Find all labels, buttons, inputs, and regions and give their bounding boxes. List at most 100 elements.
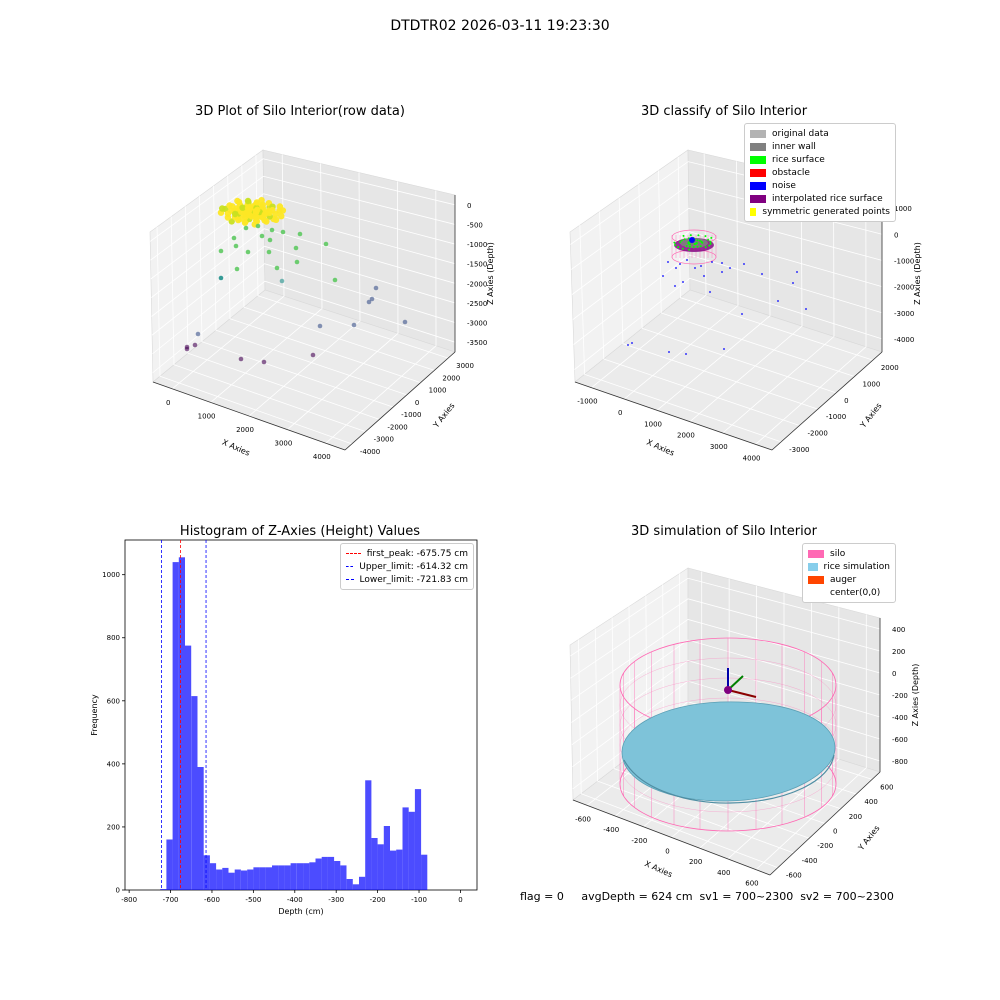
histogram-bar bbox=[296, 863, 304, 890]
y-tick-label: 400 bbox=[864, 798, 877, 806]
histogram-bar bbox=[365, 780, 372, 890]
z-grid-line bbox=[150, 193, 456, 280]
x-axis-label: Depth (cm) bbox=[278, 907, 323, 916]
legend-label: inner wall bbox=[772, 141, 816, 152]
x-tick-label: 1000 bbox=[198, 412, 216, 420]
rice-surface-cluster bbox=[217, 197, 287, 228]
data-point bbox=[721, 262, 723, 264]
y-tick-label: 2000 bbox=[442, 374, 460, 382]
z-tick-label: -600 bbox=[892, 736, 908, 744]
legend-swatch bbox=[750, 207, 757, 216]
panel-2-title: 3D classify of Silo Interior bbox=[640, 104, 808, 119]
data-point bbox=[707, 238, 710, 241]
data-point bbox=[234, 266, 240, 272]
y-tick-label: -1000 bbox=[826, 413, 846, 421]
data-point bbox=[310, 352, 316, 358]
data-point bbox=[792, 282, 794, 284]
data-point bbox=[253, 199, 260, 206]
y-grid-line bbox=[658, 170, 855, 377]
legend-swatch bbox=[750, 142, 766, 151]
data-point bbox=[226, 202, 233, 209]
x-grid-line bbox=[325, 190, 437, 444]
legend-line bbox=[346, 553, 361, 554]
data-point bbox=[685, 245, 688, 247]
z-tick-label: -2000 bbox=[467, 280, 487, 288]
rice-surface-edge bbox=[623, 754, 835, 804]
data-point bbox=[278, 213, 285, 220]
legend-swatch bbox=[750, 181, 766, 190]
data-point bbox=[662, 275, 664, 277]
histogram-bar bbox=[396, 849, 403, 890]
histogram-bar bbox=[284, 865, 291, 890]
classify-legend: original data inner wall rice surface ob… bbox=[744, 123, 896, 222]
z-grid-line bbox=[149, 158, 456, 242]
data-point bbox=[269, 227, 275, 233]
legend-swatch bbox=[808, 575, 824, 584]
x-tick-label: 400 bbox=[717, 869, 730, 877]
y-tick-label: 0 bbox=[833, 828, 837, 836]
z-tick-label: 0 bbox=[467, 202, 471, 210]
x-tick-label: -400 bbox=[287, 896, 303, 904]
y-tick-label: 200 bbox=[107, 823, 120, 831]
y-tick-label: 1000 bbox=[102, 571, 120, 579]
data-point bbox=[219, 205, 226, 212]
histogram-bar bbox=[421, 854, 428, 890]
data-point bbox=[231, 235, 237, 241]
z-tick-label: 0 bbox=[892, 670, 896, 678]
data-point bbox=[710, 236, 713, 239]
data-point bbox=[323, 241, 329, 247]
data-point bbox=[698, 239, 701, 242]
y-tick-label: -200 bbox=[817, 842, 833, 850]
x-tick-label: 4000 bbox=[313, 453, 331, 461]
y-tick-label: 0 bbox=[844, 397, 848, 405]
z-axis-label: Z Axies (Depth) bbox=[911, 664, 920, 727]
data-point bbox=[266, 249, 272, 255]
legend-item: auger bbox=[808, 573, 890, 586]
y-grid-line bbox=[611, 617, 810, 839]
x-tick-label: 0 bbox=[618, 409, 622, 417]
data-point bbox=[704, 235, 707, 238]
histogram-legend: first_peak: -675.75 cm Upper_limit: -614… bbox=[340, 543, 474, 590]
data-point bbox=[688, 245, 691, 248]
x-axis-label: X Axies bbox=[645, 438, 676, 458]
data-point bbox=[253, 218, 261, 225]
histogram-bar bbox=[265, 867, 272, 890]
y-tick-label: 0 bbox=[415, 399, 419, 407]
z-grid-line bbox=[574, 277, 883, 370]
data-point bbox=[246, 211, 253, 218]
x-tick-label: 0 bbox=[665, 848, 669, 856]
legend-label: rice surface bbox=[772, 154, 825, 165]
y-tick-label: -3000 bbox=[374, 436, 394, 444]
legend-item: original data bbox=[750, 127, 890, 140]
data-point bbox=[279, 278, 285, 284]
x-tick-label: -800 bbox=[121, 896, 137, 904]
legend-item: obstacle bbox=[750, 166, 890, 179]
y-grid-line bbox=[618, 197, 818, 410]
histogram-bar bbox=[166, 839, 173, 890]
x-tick-label: -300 bbox=[328, 896, 344, 904]
data-point bbox=[721, 271, 723, 273]
data-point bbox=[723, 348, 725, 350]
data-point bbox=[743, 263, 745, 265]
y-tick-label: 1000 bbox=[429, 387, 447, 395]
data-point bbox=[699, 245, 702, 248]
z-grid-line bbox=[571, 660, 881, 745]
y-tick-label: 400 bbox=[107, 760, 120, 768]
auger-axis-x bbox=[727, 689, 757, 698]
histogram-bar bbox=[383, 826, 390, 890]
histogram-bar bbox=[247, 869, 254, 890]
y-grid-line bbox=[227, 175, 421, 384]
x-tick-label: -600 bbox=[575, 815, 591, 823]
data-point bbox=[332, 277, 338, 283]
legend-label: noise bbox=[772, 180, 796, 191]
y-grid-line bbox=[599, 211, 800, 426]
data-point bbox=[681, 247, 684, 250]
data-point bbox=[366, 299, 372, 305]
z-grid-line bbox=[572, 231, 883, 320]
x-grid-line bbox=[755, 614, 867, 870]
y-axis-label: Y Axies bbox=[858, 401, 884, 430]
data-point bbox=[195, 331, 201, 337]
z-tick-label: 1000 bbox=[894, 205, 912, 213]
y-grid-line bbox=[184, 206, 380, 420]
data-point bbox=[218, 248, 224, 254]
